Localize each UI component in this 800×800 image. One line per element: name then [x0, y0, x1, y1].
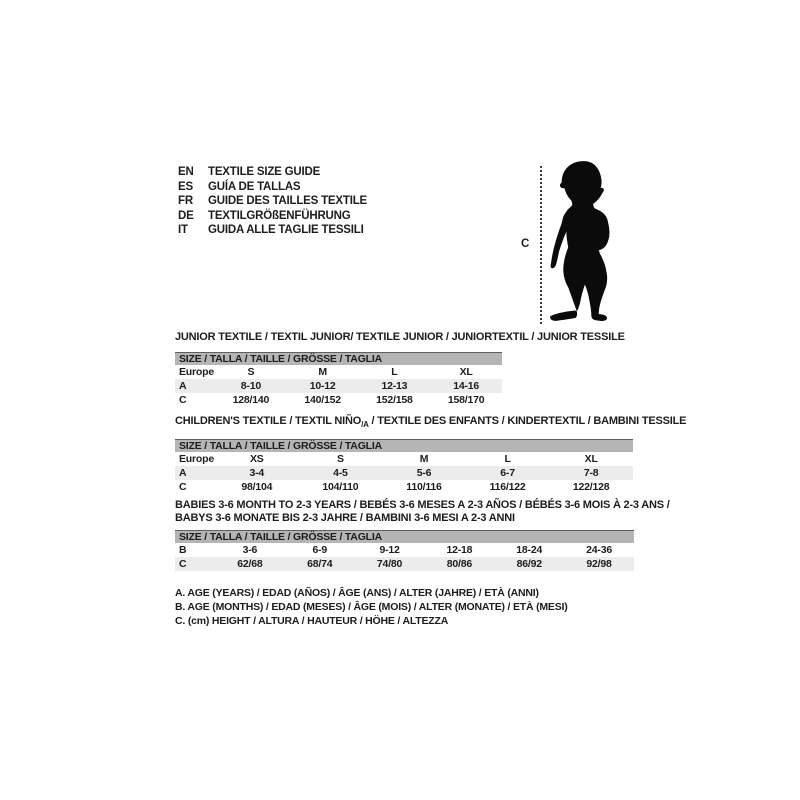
table-row-age: A 8-10 10-12 12-13 14-16 [175, 379, 502, 393]
table-row-height: C 128/140 140/152 152/158 158/170 [175, 393, 502, 407]
height-cell: 62/68 [237, 558, 263, 570]
height-cell: 92/98 [586, 558, 612, 570]
size-cell: S [247, 366, 255, 378]
age-cell: 10-12 [309, 380, 336, 392]
row-label: A [179, 380, 187, 392]
measure-legend: A. AGE (YEARS) / EDAD (AÑOS) / ÂGE (ANS)… [175, 586, 568, 629]
age-cell: 24-36 [586, 544, 612, 556]
height-cell: 152/158 [376, 394, 413, 406]
size-header-band: SIZE / TALLA / TAILLE / GRÖSSE / TAGLIA [175, 439, 633, 453]
language-title: TEXTILGRÖßENFÜHRUNG [208, 209, 351, 222]
table-row-height: C 62/68 68/74 74/80 80/86 86/92 92/98 [175, 557, 634, 571]
height-cell: 68/74 [307, 558, 333, 570]
age-cell: 9-12 [379, 544, 400, 556]
language-row-de: DE TEXTILGRÖßENFÜHRUNG [178, 209, 367, 224]
size-cell: L [504, 453, 511, 466]
age-cell: 12-13 [381, 380, 408, 392]
row-label: C [179, 481, 187, 494]
language-row-fr: FR GUIDE DES TAILLES TEXTILE [178, 194, 367, 209]
language-title: GUIDA ALLE TAGLIE TESSILI [208, 224, 364, 237]
size-cell: L [391, 366, 398, 378]
height-cell: 80/86 [446, 558, 473, 570]
table-row-height: C 98/104 104/110 110/116 116/122 122/128 [175, 480, 633, 494]
age-cell: 8-10 [240, 380, 261, 392]
children-table-title: CHILDREN'S TEXTILE / TEXTIL NIÑO/A / TEX… [175, 415, 687, 430]
row-label: Europe [179, 453, 214, 466]
height-cell: 116/122 [489, 481, 526, 494]
height-cell: 104/110 [322, 481, 359, 494]
size-header-band: SIZE / TALLA / TAILLE / GRÖSSE / TAGLIA [175, 352, 502, 365]
legend-line-a: A. AGE (YEARS) / EDAD (AÑOS) / ÂGE (ANS)… [175, 587, 539, 599]
language-code: IT [178, 224, 188, 237]
legend-line-c: C. (cm) HEIGHT / ALTURA / HAUTEUR / HÖHE… [175, 615, 449, 628]
language-row-en: EN TEXTILE SIZE GUIDE [178, 165, 367, 180]
row-label: C [179, 394, 187, 406]
language-row-it: IT GUIDA ALLE TAGLIE TESSILI [178, 223, 367, 238]
height-cell: 74/80 [376, 558, 403, 570]
age-cell: 7-8 [583, 467, 599, 480]
age-cell: 4-5 [333, 467, 348, 480]
table-row-age: A 3-4 4-5 5-6 6-7 7-8 [175, 466, 633, 481]
size-cell: M [318, 366, 327, 378]
title-line-1: BABIES 3-6 MONTH TO 2-3 YEARS / BEBÉS 3-… [175, 499, 670, 511]
language-title: TEXTILE SIZE GUIDE [208, 166, 321, 178]
height-cell: 110/116 [406, 481, 442, 494]
age-cell: 6-7 [500, 467, 515, 480]
babies-size-table: BABIES 3-6 MONTH TO 2-3 YEARS / BEBÉS 3-… [175, 499, 670, 571]
children-size-table: CHILDREN'S TEXTILE / TEXTIL NIÑO/A / TEX… [175, 415, 687, 494]
babies-table-title: BABIES 3-6 MONTH TO 2-3 YEARS / BEBÉS 3-… [175, 499, 670, 525]
language-code: EN [178, 166, 194, 178]
language-code: ES [178, 180, 193, 193]
height-cell: 86/92 [516, 558, 542, 570]
language-title: GUÍA DE TALLAS [208, 180, 301, 193]
age-cell: 3-6 [242, 544, 258, 556]
height-cell: 158/170 [447, 394, 485, 406]
height-cell: 122/128 [572, 481, 610, 494]
row-label: C [179, 558, 187, 570]
age-cell: 18-24 [516, 544, 543, 556]
age-cell: 6-9 [312, 544, 328, 556]
legend-line-b: B. AGE (MONTHS) / EDAD (MESES) / ÂGE (MO… [175, 601, 568, 614]
height-measure-label: C [521, 238, 530, 250]
junior-size-table: JUNIOR TEXTILE / TEXTIL JUNIOR/ TEXTILE … [175, 331, 625, 407]
title-subscript: /A [361, 420, 369, 430]
title-text: CHILDREN'S TEXTILE / TEXTIL NIÑO [175, 415, 362, 427]
toddler-silhouette-icon [550, 161, 610, 322]
size-cell: S [336, 453, 344, 466]
language-title-list: EN TEXTILE SIZE GUIDE ES GUÍA DE TALLAS … [178, 165, 367, 238]
title-text: / TEXTILE DES ENFANTS / KINDERTEXTIL / B… [368, 415, 687, 427]
age-cell: 3-4 [249, 467, 265, 480]
size-header-band: SIZE / TALLA / TAILLE / GRÖSSE / TAGLIA [175, 530, 634, 543]
size-cell: XL [459, 366, 473, 378]
junior-table-title: JUNIOR TEXTILE / TEXTIL JUNIOR/ TEXTILE … [175, 331, 625, 343]
title-line-2: BABYS 3-6 MONATE BIS 2-3 JAHRE / BAMBINI… [175, 512, 515, 524]
size-cell: XS [249, 453, 264, 466]
height-cell: 140/152 [304, 394, 341, 406]
age-cell: 12-18 [446, 544, 473, 556]
age-cell: 14-16 [453, 380, 480, 392]
height-cell: 128/140 [232, 394, 270, 406]
language-code: DE [178, 209, 194, 222]
size-cell: M [419, 453, 429, 466]
age-cell: 5-6 [416, 467, 432, 480]
row-label: A [179, 467, 187, 480]
row-label: B [179, 544, 187, 556]
height-cell: 98/104 [241, 481, 273, 494]
row-label: Europe [179, 366, 214, 378]
height-dotted-line [540, 166, 542, 324]
language-row-es: ES GUÍA DE TALLAS [178, 180, 367, 195]
size-cell: XL [584, 453, 598, 466]
table-row-age-months: B 3-6 6-9 9-12 12-18 18-24 24-36 [175, 543, 634, 557]
language-code: FR [178, 195, 193, 208]
height-measure-figure: C [515, 150, 655, 340]
language-title: GUIDE DES TAILLES TEXTILE [208, 195, 367, 208]
table-row-europe: Europe S M L XL [175, 365, 502, 379]
table-row-europe: Europe XS S M L XL [175, 452, 633, 466]
